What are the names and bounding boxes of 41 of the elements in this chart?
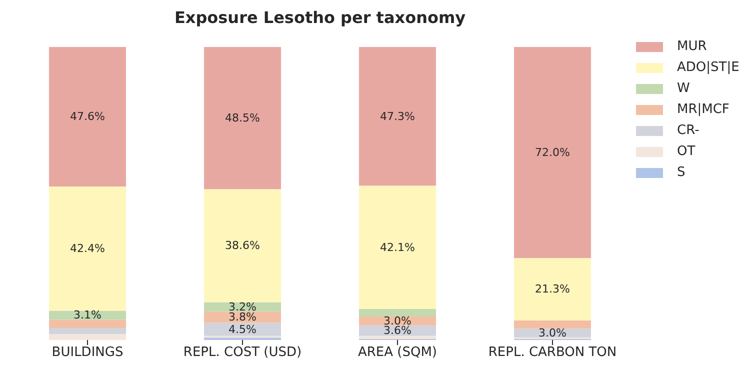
data-label: 42.4% <box>70 242 105 256</box>
x-tick-label: BUILDINGS <box>52 345 124 360</box>
bar <box>49 334 126 340</box>
bar <box>359 47 436 186</box>
bar <box>514 258 591 320</box>
legend-label: CR- <box>677 123 700 138</box>
data-label: 38.6% <box>225 239 260 252</box>
data-label: 47.6% <box>70 110 105 124</box>
data-label: 48.5% <box>225 112 260 125</box>
legend-label: MR|MCF <box>677 102 730 117</box>
data-label: 72.0% <box>535 146 570 159</box>
legend-label: OT <box>677 144 696 159</box>
legend-label: MUR <box>677 39 707 54</box>
bar <box>49 47 126 186</box>
x-tick-label: REPL. COST (USD) <box>183 345 302 360</box>
data-label: 3.2% <box>228 300 256 314</box>
data-label: 21.3% <box>535 282 570 296</box>
bar <box>204 47 281 190</box>
data-label: 3.0% <box>538 326 566 340</box>
chart-title: Exposure Lesotho per taxonomy <box>173 8 467 27</box>
data-label: 42.1% <box>380 240 415 254</box>
bar <box>49 310 126 320</box>
legend-label: S <box>677 165 686 180</box>
legend-label: ADO|ST|E <box>677 60 740 75</box>
legend-label: W <box>677 81 690 96</box>
bar <box>359 186 436 309</box>
bar <box>359 336 436 339</box>
bar <box>204 322 281 336</box>
data-label: 3.1% <box>74 308 102 322</box>
bar <box>49 328 126 334</box>
bar <box>204 189 281 302</box>
bar <box>514 320 591 329</box>
x-tick-label: REPL. CARBON TON <box>488 345 617 360</box>
bar <box>49 186 126 311</box>
x-tick-label: AREA (SQM) <box>358 345 438 360</box>
bar <box>359 308 436 317</box>
data-label: 3.8% <box>228 310 256 324</box>
bar <box>49 320 126 328</box>
data-label: 4.5% <box>228 322 256 336</box>
data-label: 47.3% <box>380 110 415 123</box>
bar <box>514 47 591 258</box>
